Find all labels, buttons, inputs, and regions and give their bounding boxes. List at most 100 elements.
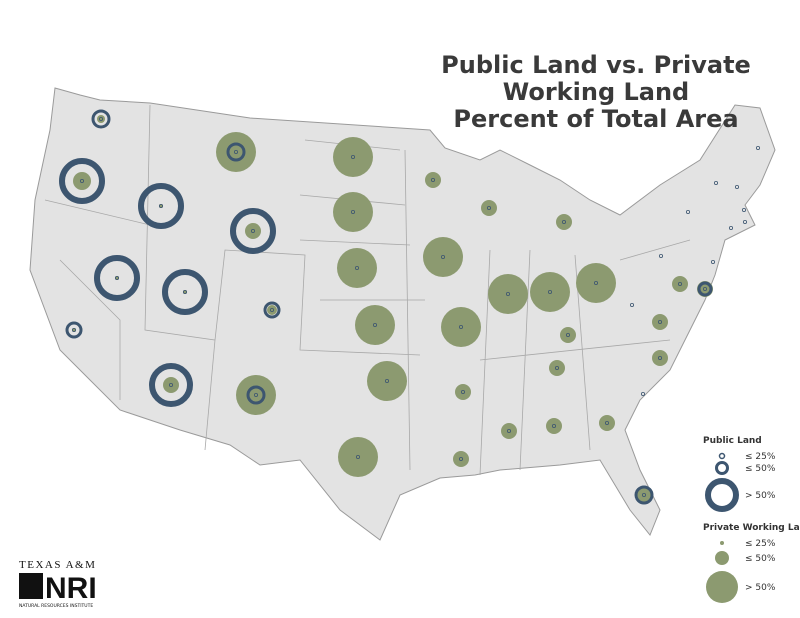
state-symbol [686,209,691,214]
state-symbol [556,214,572,230]
state-symbol [441,307,481,347]
legend-symbol [718,452,726,460]
state-symbol [599,415,615,431]
legend-symbol [706,571,738,603]
state-symbol [350,154,355,159]
legend-symbol [715,551,729,565]
legend-symbol [720,541,724,545]
state-symbol [555,365,560,370]
state-symbol [253,392,258,397]
title-line: Public Land vs. Private [441,51,751,79]
state-symbol [652,350,668,366]
state-symbol [641,391,646,396]
state-symbol [350,209,355,214]
state-symbol [652,314,668,330]
state-symbol [672,276,688,292]
state-symbol [91,109,111,129]
state-symbol [455,384,471,400]
state-symbol [440,254,445,259]
legend: Public Land ≤ 25% ≤ 50% > 50% Private Wo… [703,436,800,603]
state-symbol [743,219,748,224]
state-symbol [355,305,395,345]
state-symbol [658,319,663,324]
state-symbol [65,321,83,339]
state-symbol [97,115,105,123]
state-symbol [576,263,616,303]
state-symbol [634,485,654,505]
state-symbol [94,255,140,301]
state-symbol [73,172,91,190]
state-symbol [560,327,576,343]
state-symbol [367,361,407,401]
state-symbol [245,223,261,239]
state-symbol [182,289,187,294]
state-symbol [481,200,497,216]
state-symbol [236,375,276,415]
state-symbol [163,377,179,393]
state-symbol [506,428,511,433]
state-symbol [549,360,565,376]
legend-label: > 50% [745,583,776,593]
state-symbol [742,207,747,212]
legend-label: ≤ 25% [745,539,776,549]
logo: TEXAS A&M NRI NATURAL RESOURCES INSTITUT… [19,559,97,609]
state-symbol [505,291,510,296]
state-symbol [636,487,652,503]
state-symbol [658,355,663,360]
state-symbol [546,418,562,434]
state-symbol [250,228,255,233]
legend-label: ≤ 25% [745,452,776,462]
state-symbol [99,117,104,122]
legend-heading: Private Working Land [703,523,800,533]
legend-label: ≤ 50% [745,554,776,564]
state-symbol [354,265,359,270]
legend-label: ≤ 50% [745,464,776,474]
state-symbol [267,305,277,315]
state-symbol [425,172,441,188]
state-symbol [659,253,664,258]
state-symbol [756,145,761,150]
state-symbols [59,109,761,505]
state-symbol [605,420,610,425]
state-symbol [458,324,463,329]
us-outline [29,87,776,541]
state-symbol [711,259,716,264]
state-symbol [333,192,373,232]
state-symbol [594,280,599,285]
state-symbol [149,363,193,407]
state-symbol [703,286,708,291]
state-symbol [115,275,120,280]
state-symbol [337,248,377,288]
legend-label: > 50% [745,491,776,501]
state-symbol [226,142,246,162]
logo-icon [19,573,43,599]
state-symbol [384,378,389,383]
state-symbol [501,423,517,439]
state-symbol [488,274,528,314]
state-symbol [678,281,683,286]
state-symbol [216,132,256,172]
state-symbol [697,281,713,297]
state-symbol [423,237,463,277]
state-symbol [338,437,378,477]
state-symbol [552,423,557,428]
title-line: Working Land [503,78,690,106]
state-symbol [233,149,238,154]
state-symbol [460,389,465,394]
state-symbol [735,184,740,189]
state-symbol [246,385,266,405]
state-symbol [530,272,570,312]
title-line: Percent of Total Area [453,105,738,133]
state-symbol [714,180,719,185]
state-symbol [458,456,463,461]
state-symbol [333,137,373,177]
state-symbol [630,302,635,307]
legend-symbol [715,461,729,475]
state-symbol [372,322,377,327]
logo-bottom: NATURAL RESOURCES INSTITUTE [19,603,93,609]
state-symbol [486,205,491,210]
state-symbol [729,225,734,230]
state-symbol [566,332,571,337]
state-symbol [59,158,105,204]
